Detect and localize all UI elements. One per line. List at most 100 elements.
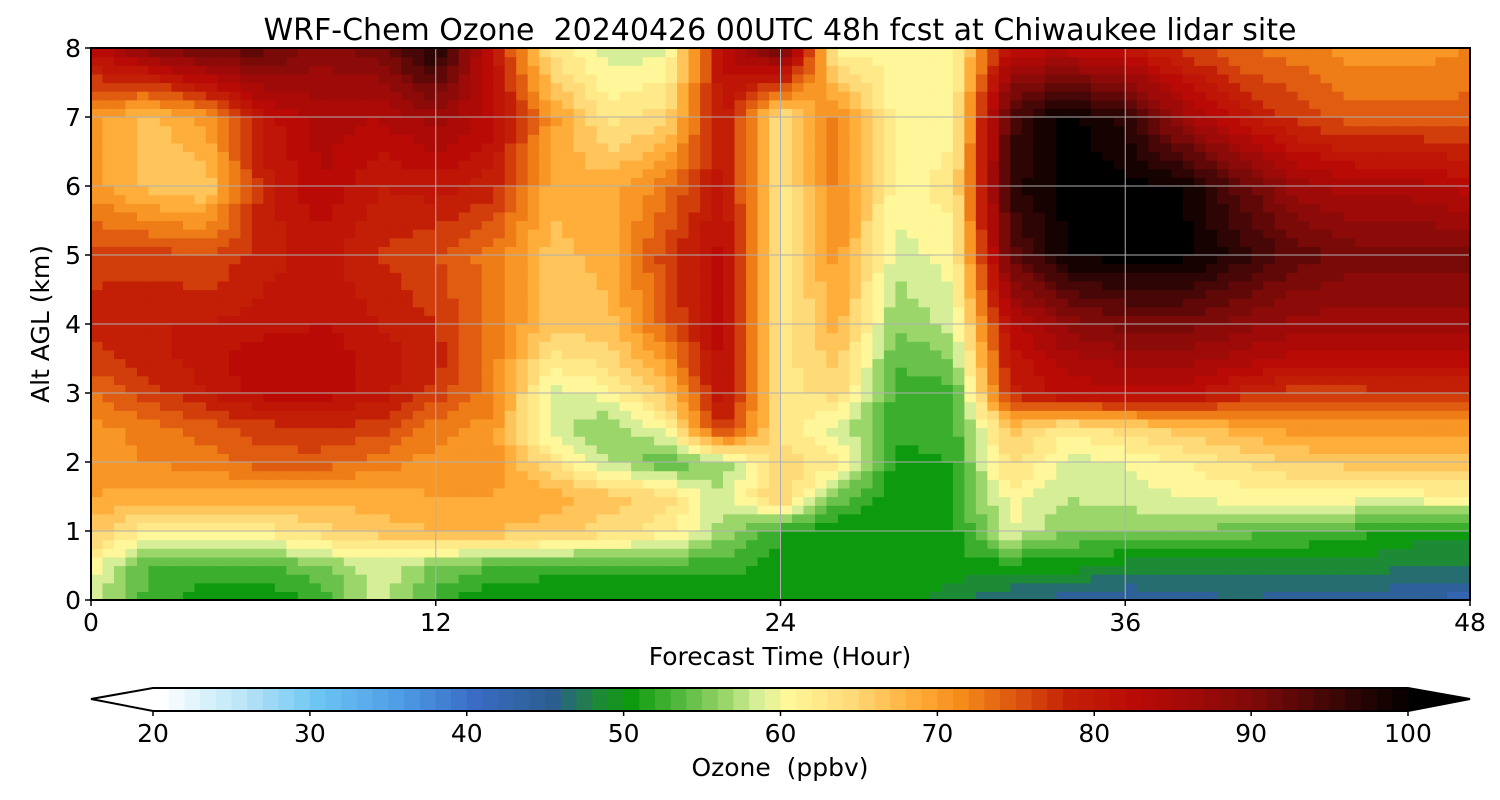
heatmap-cell (596, 470, 609, 480)
heatmap-cell (1125, 470, 1138, 480)
heatmap-cell (1309, 410, 1322, 420)
heatmap-cell (1309, 505, 1322, 515)
heatmap-cell (263, 410, 276, 420)
heatmap-cell (1125, 375, 1138, 385)
heatmap-cell (1355, 272, 1368, 282)
heatmap-cell (263, 315, 276, 325)
heatmap-cell (91, 375, 104, 385)
heatmap-cell (1343, 384, 1356, 394)
heatmap-cell (1378, 505, 1391, 515)
heatmap-cell (1182, 280, 1195, 291)
heatmap-cell (217, 358, 230, 368)
heatmap-cell (424, 410, 437, 420)
heatmap-cell (1217, 444, 1230, 454)
heatmap-cell (263, 246, 276, 256)
heatmap-cell (148, 496, 161, 506)
heatmap-cell (895, 565, 908, 575)
heatmap-cell (343, 436, 356, 446)
heatmap-cell (1090, 246, 1103, 256)
heatmap-cell (228, 384, 241, 394)
heatmap-cell (883, 280, 897, 291)
heatmap-cell (125, 341, 138, 351)
heatmap-cell (941, 522, 954, 532)
heatmap-cell (136, 582, 150, 592)
heatmap-cell (159, 462, 173, 472)
heatmap-cell (148, 315, 161, 325)
heatmap-cell (217, 462, 230, 472)
heatmap-cell (240, 505, 253, 515)
heatmap-cell (1228, 332, 1241, 342)
heatmap-cell (757, 237, 770, 247)
heatmap-cell (1021, 306, 1034, 316)
heatmap-cell (1251, 574, 1264, 584)
heatmap-cell (723, 539, 736, 549)
heatmap-cell (826, 367, 839, 377)
heatmap-cell (1297, 324, 1310, 334)
heatmap-cell (1424, 427, 1437, 437)
heatmap-cell (1355, 427, 1368, 437)
heatmap-cell (757, 556, 770, 567)
heatmap-cell (918, 401, 931, 411)
heatmap-cell (1263, 418, 1276, 429)
heatmap-cell (1286, 556, 1299, 567)
heatmap-cell (1447, 401, 1460, 411)
heatmap-cell (286, 280, 299, 291)
heatmap-cell (378, 298, 391, 308)
heatmap-cell (619, 565, 632, 575)
heatmap-cell (1355, 548, 1368, 558)
heatmap-cell (654, 436, 667, 446)
heatmap-cell (424, 358, 437, 368)
heatmap-cell (401, 531, 414, 541)
heatmap-cell (1378, 375, 1391, 385)
heatmap-cell (1228, 324, 1241, 334)
heatmap-cell (1424, 384, 1437, 394)
heatmap-cell (826, 436, 839, 446)
heatmap-cell (1251, 427, 1264, 437)
heatmap-cell (941, 453, 954, 463)
heatmap-cell (596, 574, 609, 584)
heatmap-cell (125, 255, 138, 265)
heatmap-cell (906, 453, 919, 463)
heatmap-cell (389, 341, 402, 351)
heatmap-cell (1021, 263, 1034, 273)
heatmap-cell (1320, 539, 1333, 549)
heatmap-cell (1412, 410, 1425, 420)
heatmap-cell (1412, 582, 1425, 592)
heatmap-cell (929, 263, 942, 273)
heatmap-cell (251, 513, 264, 523)
heatmap-cell (654, 280, 667, 291)
heatmap-cell (1056, 280, 1069, 291)
heatmap-cell (1355, 349, 1368, 360)
heatmap-cell (1297, 531, 1310, 541)
heatmap-cell (1217, 582, 1230, 592)
heatmap-cell (895, 263, 908, 273)
heatmap-cell (746, 444, 759, 454)
heatmap-cell (1217, 548, 1230, 558)
heatmap-cell (1435, 487, 1448, 498)
heatmap-cell (320, 539, 333, 549)
heatmap-cell (1171, 565, 1184, 575)
heatmap-cell (125, 462, 138, 472)
heatmap-cell (539, 280, 552, 291)
heatmap-cell (194, 315, 207, 325)
heatmap-cell (1205, 513, 1218, 523)
heatmap-cell (1159, 418, 1172, 429)
heatmap-cell (1125, 531, 1138, 541)
heatmap-cell (91, 358, 104, 368)
heatmap-cell (309, 522, 322, 532)
heatmap-cell (1079, 565, 1092, 575)
heatmap-cell (1332, 522, 1345, 532)
heatmap-cell (1263, 289, 1276, 299)
heatmap-cell (585, 427, 598, 437)
heatmap-cell (1263, 375, 1276, 385)
heatmap-cell (217, 289, 230, 299)
heatmap-cell (837, 522, 851, 532)
heatmap-cell (585, 513, 598, 523)
heatmap-cell (1378, 427, 1391, 437)
heatmap-cell (918, 427, 931, 437)
heatmap-cell (1263, 263, 1276, 273)
heatmap-cell (1343, 496, 1356, 506)
heatmap-cell (102, 436, 115, 446)
heatmap-cell (1343, 418, 1356, 429)
heatmap-cell (320, 505, 333, 515)
